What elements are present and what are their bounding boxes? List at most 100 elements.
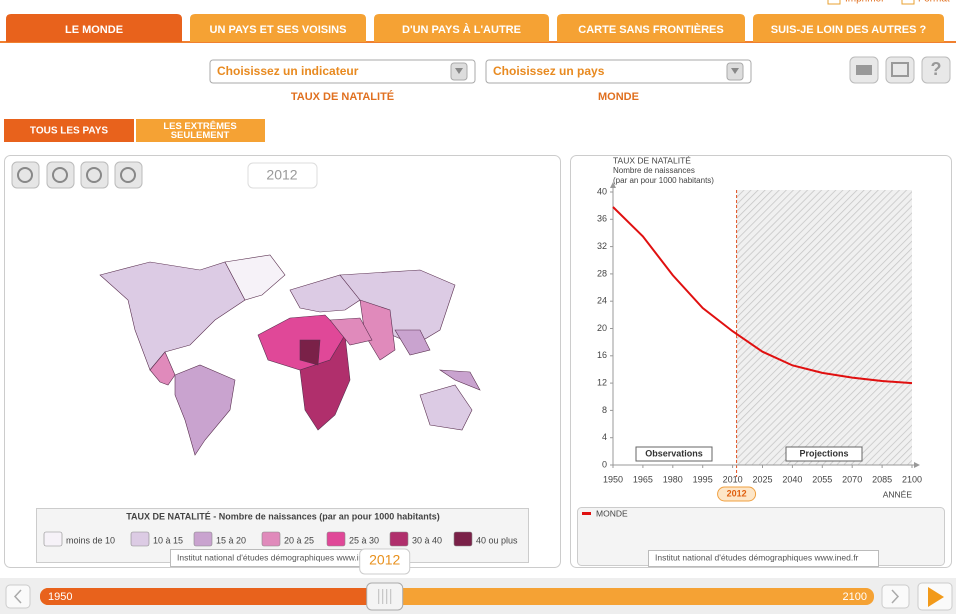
tab[interactable] <box>190 14 366 42</box>
projection-area <box>736 190 912 465</box>
annotation: Observations <box>645 448 703 458</box>
play-glyph <box>928 587 944 607</box>
y-tick-label: 36 <box>597 214 607 224</box>
country-region <box>329 317 373 346</box>
map-year: 2012 <box>266 167 297 183</box>
nav-button[interactable] <box>5 584 31 609</box>
legend-swatch <box>326 531 346 547</box>
country-region <box>299 339 321 366</box>
tab-label[interactable]: UN PAYS ET SES VOISINS <box>210 24 347 36</box>
legend-swatch <box>193 531 213 547</box>
map-legend-title: TAUX DE NATALITÉ - Nombre de naissances … <box>126 511 440 521</box>
timeline-progress <box>40 588 385 605</box>
x-tick-label: 1995 <box>693 474 713 484</box>
format-icon <box>901 0 915 5</box>
x-tick-label: 2040 <box>782 474 802 484</box>
country-region <box>394 329 431 356</box>
x-tick-label: 2070 <box>842 474 862 484</box>
view-button[interactable] <box>136 119 265 142</box>
dropdown[interactable] <box>485 59 752 84</box>
country-region <box>149 351 176 386</box>
annotation-box <box>785 446 863 462</box>
dropdown-caption: TAUX DE NATALITÉ <box>291 90 394 103</box>
annotation-box <box>635 446 713 462</box>
legend-label: moins de 10 <box>66 535 115 545</box>
tab[interactable] <box>557 14 745 42</box>
map-tool-glyph <box>86 167 102 183</box>
y-tick-label: 0 <box>602 459 607 469</box>
x-tick-label: 2100 <box>902 474 922 484</box>
year-box <box>247 162 318 189</box>
tool-button[interactable] <box>885 56 915 84</box>
x-tick-label: 2025 <box>752 474 772 484</box>
credit: Institut national d'études démographique… <box>655 552 859 562</box>
year-marker-label: 2012 <box>727 488 747 498</box>
dropdown-arrow-icon <box>731 68 739 74</box>
tool-button[interactable] <box>921 56 951 84</box>
x-tick-label: 2055 <box>812 474 832 484</box>
legend-label: 20 à 25 <box>284 535 314 545</box>
country-region <box>224 254 286 301</box>
tab[interactable] <box>753 14 944 42</box>
map-tool-glyph <box>52 167 68 183</box>
annotation: Projections <box>799 448 848 458</box>
x-tick-label: 1980 <box>663 474 683 484</box>
tab-label[interactable]: LE MONDE <box>65 24 123 36</box>
dropdown-caption: MONDE <box>598 91 639 103</box>
nav-button[interactable] <box>881 584 910 609</box>
tab-label[interactable]: D'UN PAYS À L'AUTRE <box>402 23 521 36</box>
country-region <box>99 261 246 371</box>
axis-arrow <box>610 182 616 188</box>
credit: Institut national d'études démographique… <box>177 552 381 562</box>
country-region <box>438 369 481 391</box>
y-tick-label: 20 <box>597 323 607 333</box>
dropdown-placeholder: Choisissez un pays <box>493 64 605 78</box>
tab[interactable] <box>6 14 182 42</box>
header-link[interactable]: Format <box>918 0 950 5</box>
map-tool[interactable] <box>11 161 40 189</box>
map-tool[interactable] <box>114 161 143 189</box>
print-icon <box>827 0 841 5</box>
axis-arrow <box>914 462 920 468</box>
legend-label: 30 à 40 <box>412 535 442 545</box>
x-tick-label: 1965 <box>633 474 653 484</box>
dropdown[interactable] <box>209 59 476 84</box>
export-glyph <box>891 62 909 77</box>
legend-label: 10 à 15 <box>153 535 183 545</box>
x-tick-label: 1950 <box>603 474 623 484</box>
map-tool[interactable] <box>46 161 75 189</box>
legend-swatch <box>389 531 409 547</box>
legend-label: 25 à 30 <box>349 535 379 545</box>
series-line <box>612 206 913 385</box>
y-tick-label: 32 <box>597 241 607 251</box>
map-tool-glyph <box>17 167 33 183</box>
y-tick-label: 24 <box>597 296 607 306</box>
timeline-thumb[interactable] <box>366 582 404 611</box>
year-marker <box>717 486 757 502</box>
x-tick-label: 2085 <box>872 474 892 484</box>
map-tool[interactable] <box>80 161 109 189</box>
nav-glyph <box>891 589 900 604</box>
y-axis-label: TAUX DE NATALITÉ <box>613 155 691 165</box>
header-link[interactable]: Imprimer <box>845 0 885 5</box>
credit-box <box>648 550 879 567</box>
tab-label[interactable]: SUIS-JE LOIN DES AUTRES ? <box>771 24 927 36</box>
view-button-label[interactable]: LES EXTRÊMES SEULEMENT <box>163 120 236 141</box>
legend-label: 15 à 20 <box>216 535 246 545</box>
y-tick-label: 40 <box>597 186 607 196</box>
y-tick-label: 16 <box>597 350 607 360</box>
x-tick-label: 2010 <box>723 474 743 484</box>
y-tick-label: 8 <box>602 405 607 415</box>
timeline-end: 2100 <box>843 591 867 603</box>
y-axis-label: (par an pour 1000 habitants) <box>613 176 714 185</box>
country-region <box>419 384 473 431</box>
y-tick-label: 4 <box>602 432 607 442</box>
tab[interactable] <box>374 14 549 42</box>
country-region <box>174 364 236 456</box>
legend-swatch <box>582 512 591 515</box>
legend-swatch <box>43 531 63 547</box>
tab-label[interactable]: CARTE SANS FRONTIÈRES <box>578 23 723 36</box>
view-button[interactable] <box>4 119 134 142</box>
view-button-label: TOUS LES PAYS <box>30 126 109 137</box>
